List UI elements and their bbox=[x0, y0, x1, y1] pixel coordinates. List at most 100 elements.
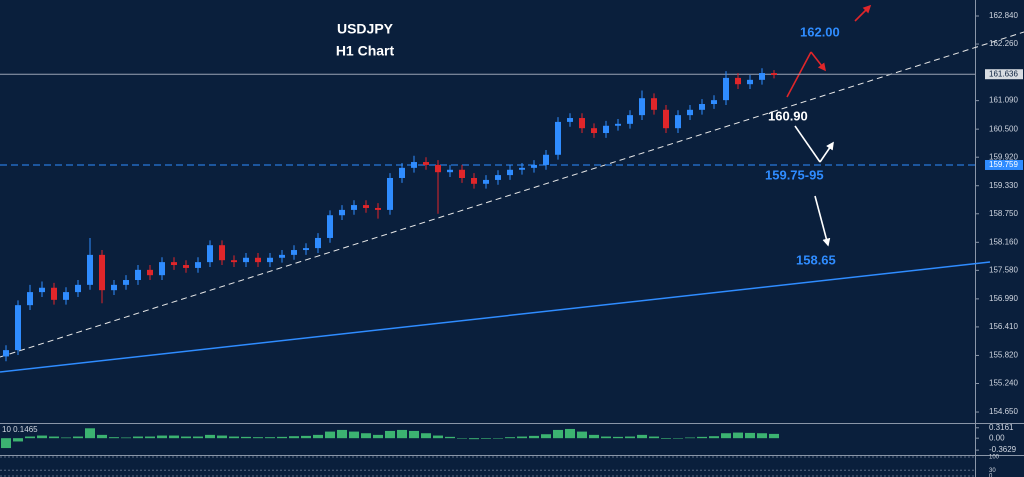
y-tick-label: 159.330 bbox=[989, 181, 1018, 190]
candle-body bbox=[75, 284, 81, 293]
annotation: 158.65 bbox=[796, 252, 836, 267]
indicator-bar bbox=[13, 438, 23, 442]
indicator-bar bbox=[565, 428, 575, 439]
indicator-bar bbox=[649, 436, 659, 439]
trend-line bbox=[0, 31, 1024, 358]
candle-body bbox=[447, 169, 453, 173]
indicator-bar bbox=[745, 432, 755, 439]
candle-body bbox=[207, 245, 213, 263]
price-box bbox=[985, 69, 1023, 80]
candle-body bbox=[219, 245, 225, 261]
candle-body bbox=[51, 287, 57, 300]
indicator-bar bbox=[313, 434, 323, 439]
arrows bbox=[786, 4, 872, 247]
candle-body bbox=[243, 257, 249, 263]
indicator-bar bbox=[529, 435, 539, 439]
indicator-bar bbox=[433, 435, 443, 439]
candle-body bbox=[99, 254, 105, 291]
indicator-bar bbox=[37, 435, 47, 439]
candle-body bbox=[291, 250, 297, 255]
level-label: 159.759 bbox=[989, 160, 1018, 169]
chart-title: USDJPY bbox=[337, 21, 394, 37]
indicator-bar bbox=[61, 437, 71, 439]
indicator-bar bbox=[385, 430, 395, 439]
indicator-bar bbox=[637, 434, 647, 439]
y-tick-label: 155.820 bbox=[989, 351, 1018, 360]
candle-body bbox=[435, 164, 441, 173]
candle-body bbox=[303, 248, 309, 251]
y-tick-label: 158.160 bbox=[989, 237, 1018, 246]
candle-body bbox=[615, 123, 621, 126]
candle-body bbox=[387, 177, 393, 210]
candle-body bbox=[315, 237, 321, 249]
candle-body bbox=[627, 115, 633, 124]
candle-body bbox=[735, 77, 741, 85]
candle-body bbox=[147, 269, 153, 276]
indicator2-tick-label: 30 bbox=[989, 468, 996, 474]
indicator-bar bbox=[277, 436, 287, 439]
candle-body bbox=[351, 205, 357, 210]
indicator-bar bbox=[421, 433, 431, 439]
candle-body bbox=[135, 269, 141, 281]
indicator-bar bbox=[109, 437, 119, 439]
chart-subtitle: H1 Chart bbox=[336, 43, 395, 59]
indicator-bar bbox=[121, 437, 131, 439]
indicator-bar bbox=[133, 436, 143, 439]
indicator-bar bbox=[757, 433, 767, 439]
indicator-bar bbox=[241, 436, 251, 439]
current-price-label: 161.636 bbox=[989, 69, 1018, 78]
y-tick-label: 158.750 bbox=[989, 209, 1018, 218]
indicator-bar bbox=[577, 431, 587, 439]
indicator-bar bbox=[733, 432, 743, 439]
y-tick-label: 162.260 bbox=[989, 39, 1018, 48]
indicator-bar bbox=[613, 436, 623, 439]
candle-body bbox=[747, 79, 753, 85]
indicator2-tick-label: 100 bbox=[989, 455, 1000, 461]
level-box bbox=[985, 159, 1023, 170]
annotation: 159.75-95 bbox=[765, 167, 824, 182]
y-tick-label: 161.090 bbox=[989, 96, 1018, 105]
indicator-bar bbox=[289, 436, 299, 439]
indicator-bar bbox=[481, 438, 491, 439]
candle-body bbox=[327, 215, 333, 238]
candle-body bbox=[507, 169, 513, 176]
indicator-bar bbox=[457, 438, 467, 439]
indicator-bar bbox=[673, 438, 683, 439]
indicator-bar bbox=[157, 435, 167, 439]
indicator-bar bbox=[25, 436, 35, 439]
indicator-tick-label: -0.3629 bbox=[989, 445, 1017, 454]
indicator-bar bbox=[169, 435, 179, 439]
indicator-bar bbox=[301, 435, 311, 439]
annotation: 162.00 bbox=[800, 24, 840, 39]
candle-body bbox=[459, 169, 465, 178]
candle-body bbox=[555, 121, 561, 155]
indicator-bar bbox=[49, 436, 59, 439]
candle-body bbox=[663, 109, 669, 129]
candle-body bbox=[591, 128, 597, 134]
indicator-bar bbox=[397, 429, 407, 439]
indicator-bar bbox=[361, 433, 371, 439]
indicator-bar bbox=[181, 436, 191, 439]
indicator-bar bbox=[661, 438, 671, 439]
candle-body bbox=[699, 104, 705, 110]
indicator-bar bbox=[445, 436, 455, 439]
indicator-bar bbox=[1, 438, 11, 449]
indicator-bar bbox=[553, 429, 563, 439]
candle-body bbox=[711, 100, 717, 105]
candle-body bbox=[687, 109, 693, 116]
candle-body bbox=[471, 177, 477, 184]
y-tick-label: 160.500 bbox=[989, 124, 1018, 133]
candle-body bbox=[603, 125, 609, 134]
candle-body bbox=[159, 262, 165, 276]
indicator-bar bbox=[541, 434, 551, 439]
candle-body bbox=[531, 164, 537, 168]
indicator-bar bbox=[709, 436, 719, 439]
indicator-bar bbox=[517, 436, 527, 439]
indicator-bar bbox=[73, 436, 83, 439]
candle-body bbox=[111, 284, 117, 291]
indicator-bar bbox=[217, 435, 227, 439]
candle-body bbox=[675, 115, 681, 129]
candle-body bbox=[15, 305, 21, 351]
